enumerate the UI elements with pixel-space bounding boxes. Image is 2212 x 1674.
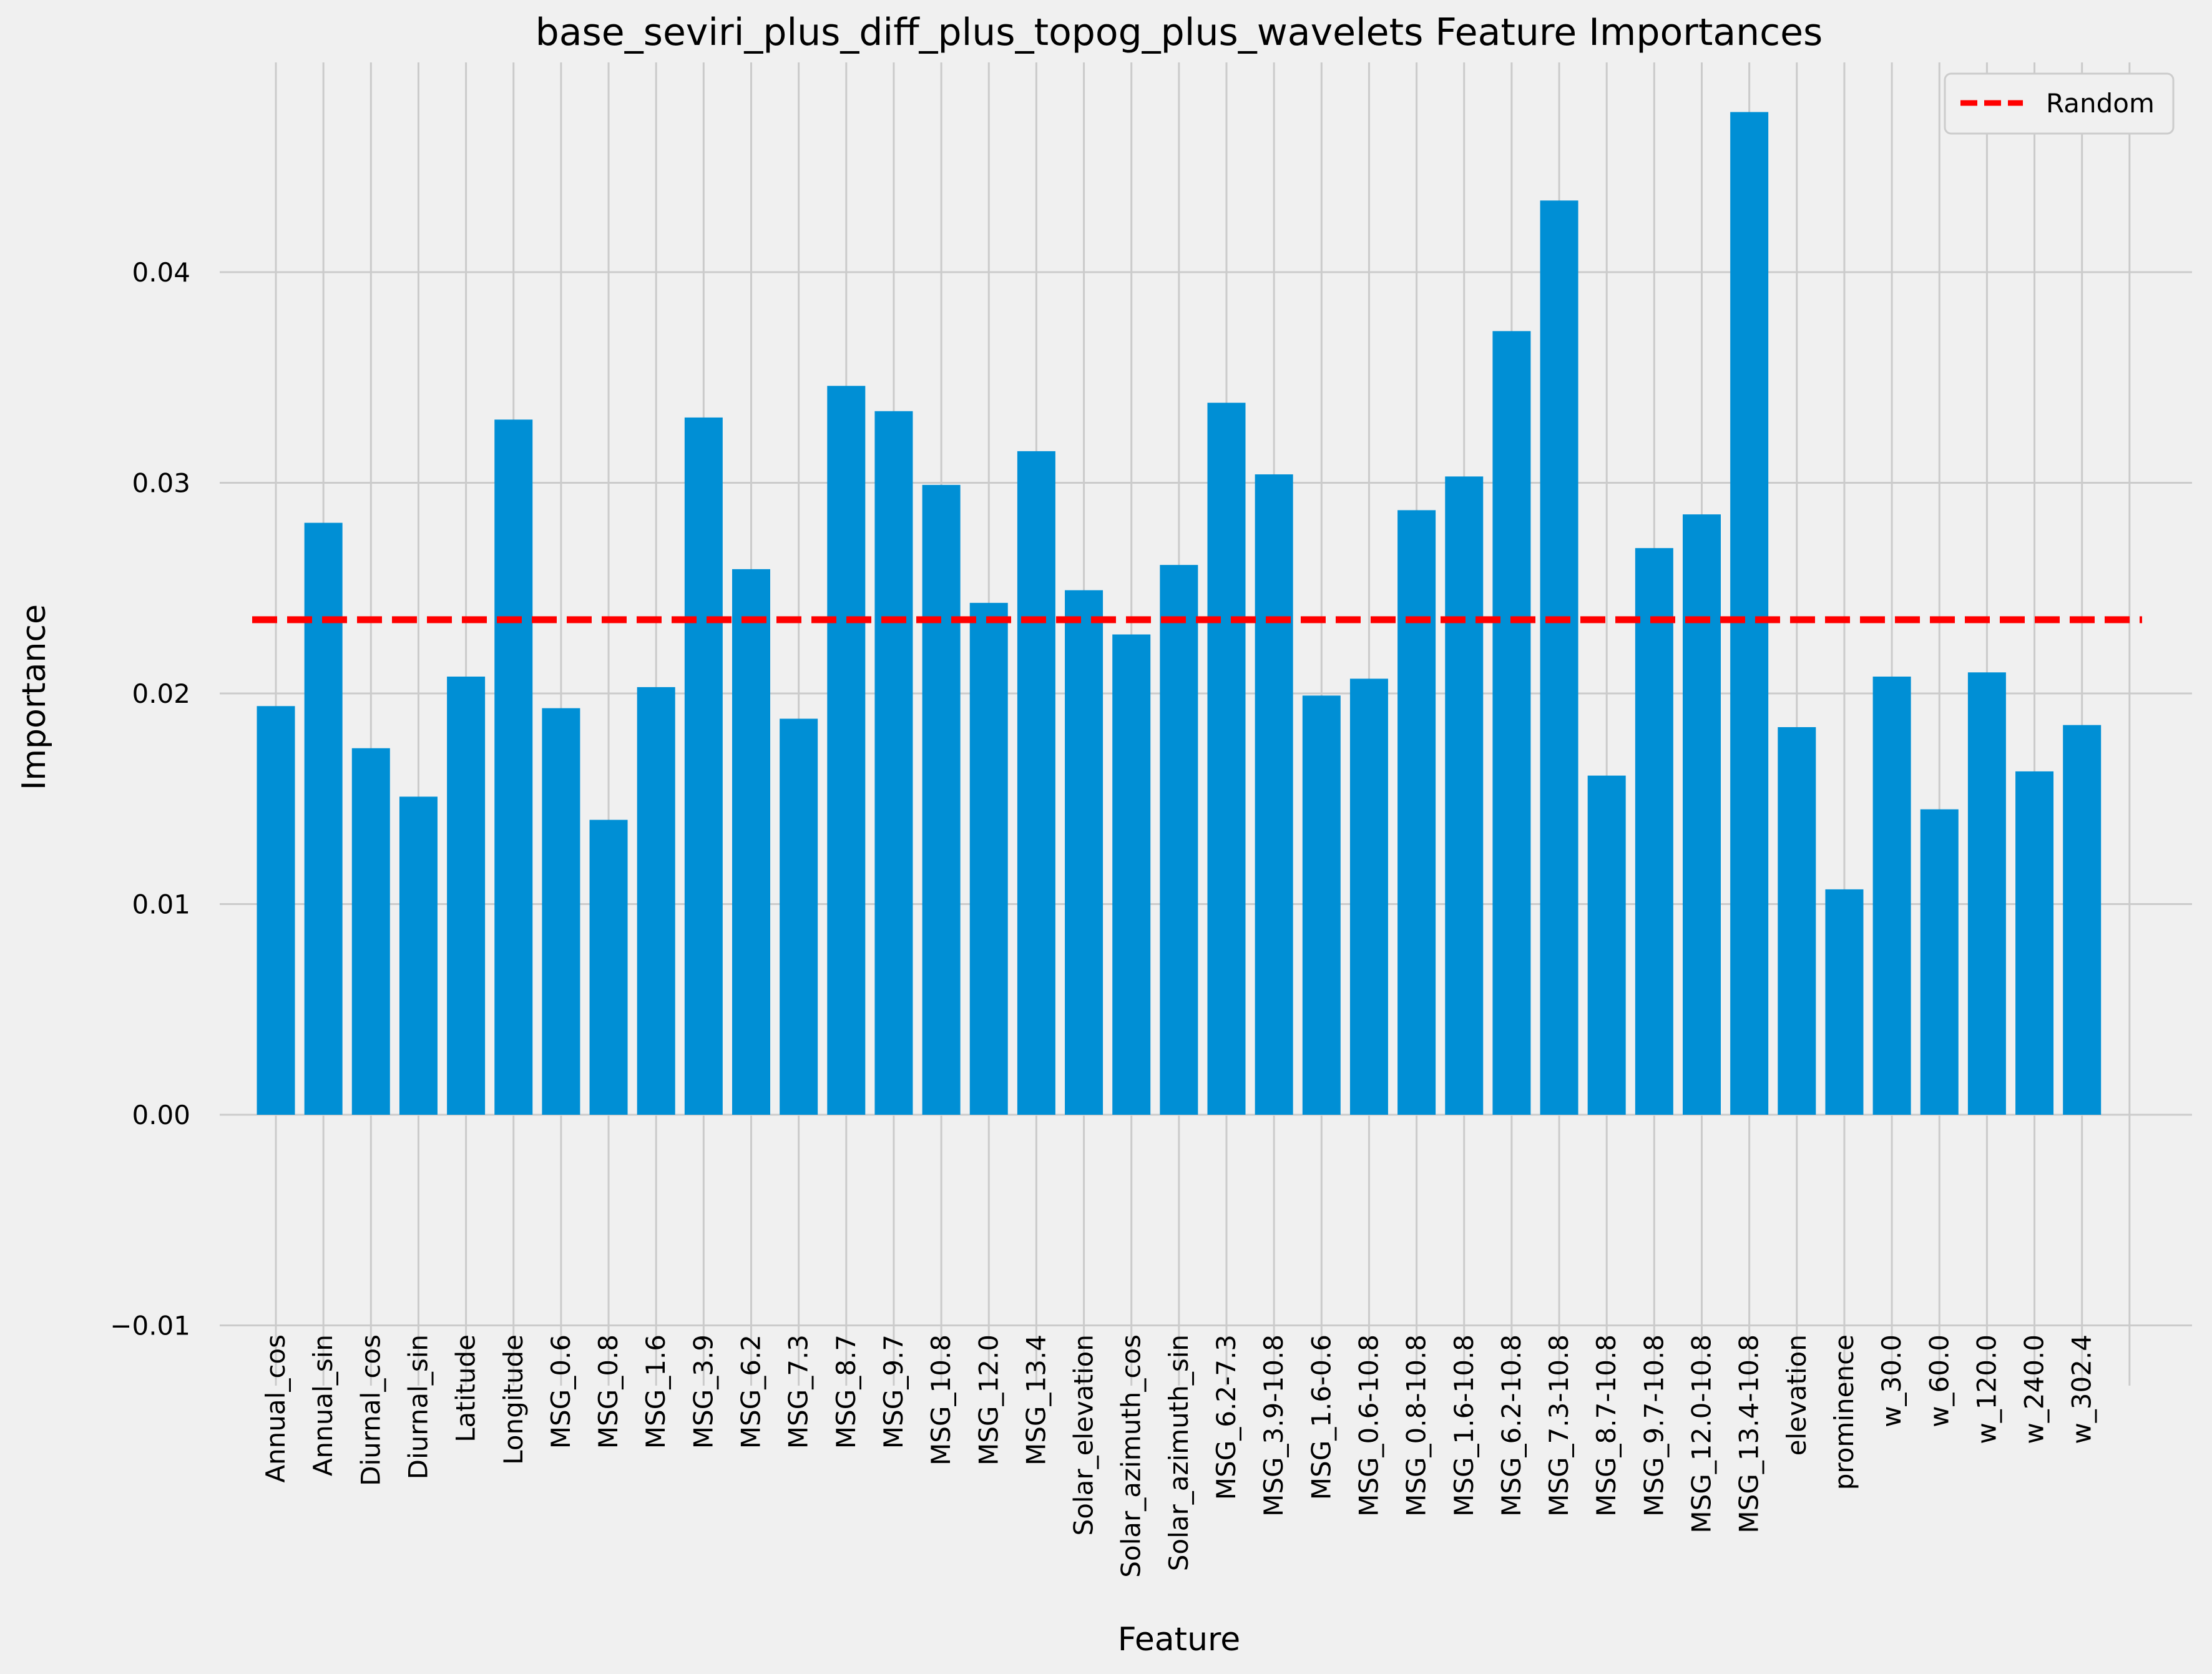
x-tick-label: w_240.0 — [2019, 1334, 2050, 1444]
bar — [1920, 809, 1959, 1115]
x-tick-label: MSG_10.8 — [926, 1334, 956, 1466]
x-tick-label: MSG_3.9-10.8 — [1258, 1334, 1289, 1517]
bar — [1445, 476, 1484, 1115]
bar — [1255, 474, 1293, 1115]
bar — [1967, 672, 2006, 1115]
bar — [589, 820, 628, 1115]
bars-group — [257, 112, 2102, 1115]
y-tick-label: 0.04 — [132, 257, 190, 288]
legend-random-label: Random — [2046, 88, 2155, 119]
bar — [1160, 565, 1198, 1115]
bar — [2015, 771, 2054, 1115]
x-tick-label: Annual_sin — [308, 1334, 338, 1476]
bar — [1872, 677, 1911, 1115]
bar — [732, 569, 770, 1115]
y-tick-label: 0.00 — [132, 1100, 190, 1130]
bar — [1587, 775, 1626, 1115]
chart-title: base_seviri_plus_diff_plus_topog_plus_wa… — [536, 11, 1823, 54]
legend: Random — [1944, 72, 2175, 135]
x-tick-label: MSG_1.6-0.6 — [1306, 1334, 1336, 1500]
x-tick-label: Diurnal_sin — [403, 1334, 433, 1479]
x-tick-label: w_120.0 — [1971, 1334, 2002, 1444]
bar — [542, 708, 580, 1115]
bar — [1778, 727, 1816, 1115]
y-tick-label: 0.03 — [132, 468, 190, 499]
bar — [922, 484, 961, 1115]
x-tick-label: MSG_13.4-10.8 — [1734, 1334, 1764, 1534]
bar — [304, 522, 343, 1115]
x-tick-label: MSG_0.8 — [593, 1334, 624, 1449]
bar — [257, 706, 295, 1115]
x-tick-label: Longitude — [498, 1334, 529, 1465]
x-tick-label: Diurnal_cos — [355, 1334, 386, 1486]
x-tick-label: w_30.0 — [1876, 1334, 1907, 1427]
bar — [874, 411, 913, 1115]
bar — [1397, 510, 1436, 1115]
bar — [780, 718, 818, 1115]
x-tick-label: MSG_0.8-10.8 — [1401, 1334, 1432, 1517]
x-tick-label: Annual_cos — [260, 1334, 291, 1483]
y-tick-label: 0.01 — [132, 889, 190, 920]
bar — [447, 677, 486, 1115]
x-tick-label: MSG_12.0-10.8 — [1686, 1334, 1717, 1534]
bar — [1683, 514, 1721, 1115]
x-tick-label: MSG_9.7-10.8 — [1638, 1334, 1669, 1517]
bar — [969, 602, 1008, 1115]
bar — [1302, 695, 1341, 1115]
bar — [2063, 725, 2102, 1115]
x-tick-label: elevation — [1781, 1334, 1812, 1456]
x-tick-label: MSG_6.2-10.8 — [1496, 1334, 1527, 1517]
y-tick-label: −0.01 — [110, 1311, 190, 1341]
x-tick-label: Solar_elevation — [1069, 1334, 1099, 1535]
x-tick-label: w_302.4 — [2067, 1334, 2097, 1444]
x-tick-label: MSG_13.4 — [1020, 1334, 1051, 1466]
bar — [494, 419, 533, 1115]
bar — [1112, 634, 1151, 1115]
bar — [399, 796, 438, 1115]
x-tick-label: MSG_6.2 — [736, 1334, 766, 1449]
bar — [1825, 889, 1864, 1115]
x-tick-label: MSG_1.6-10.8 — [1449, 1334, 1479, 1517]
x-tick-label: MSG_0.6-10.8 — [1353, 1334, 1384, 1517]
bar — [1540, 200, 1578, 1115]
bar — [1207, 403, 1246, 1115]
bar — [1635, 548, 1673, 1115]
x-tick-label: MSG_6.2-7.3 — [1211, 1334, 1241, 1500]
x-tick-label: MSG_12.0 — [973, 1334, 1004, 1466]
bar — [1349, 678, 1388, 1115]
x-axis-label: Feature — [1118, 1621, 1241, 1658]
bar — [1730, 112, 1769, 1115]
bar — [684, 417, 723, 1115]
legend-box — [1944, 72, 2175, 135]
bar — [1065, 590, 1104, 1115]
x-tick-label: MSG_9.7 — [878, 1334, 909, 1449]
x-tick-label: w_60.0 — [1924, 1334, 1954, 1427]
bar — [637, 687, 675, 1115]
bar — [1492, 331, 1531, 1115]
y-axis-label: Importance — [16, 604, 53, 790]
x-tick-label: MSG_7.3 — [783, 1334, 814, 1449]
y-tick-labels: −0.01 0.00 0.01 0.02 0.03 0.04 — [110, 257, 190, 1341]
x-tick-label: MSG_3.9 — [688, 1334, 718, 1449]
y-tick-label: 0.02 — [132, 678, 190, 709]
bar — [827, 386, 866, 1115]
bar — [351, 748, 390, 1115]
x-tick-label: MSG_8.7 — [831, 1334, 861, 1449]
x-tick-label: Solar_azimuth_cos — [1116, 1334, 1147, 1578]
x-tick-label: MSG_1.6 — [640, 1334, 671, 1449]
x-tick-label: MSG_7.3-10.8 — [1544, 1334, 1574, 1517]
x-tick-label: Latitude — [451, 1334, 481, 1442]
bar — [1017, 451, 1055, 1115]
x-tick-label: prominence — [1829, 1334, 1859, 1490]
x-tick-label: MSG_0.6 — [546, 1334, 576, 1449]
x-tick-label: MSG_8.7-10.8 — [1591, 1334, 1622, 1517]
x-tick-labels: Annual_cos Annual_sin Diurnal_cos Diurnal_s… — [260, 1334, 2097, 1578]
x-tick-label: Solar_azimuth_sin — [1163, 1334, 1194, 1571]
